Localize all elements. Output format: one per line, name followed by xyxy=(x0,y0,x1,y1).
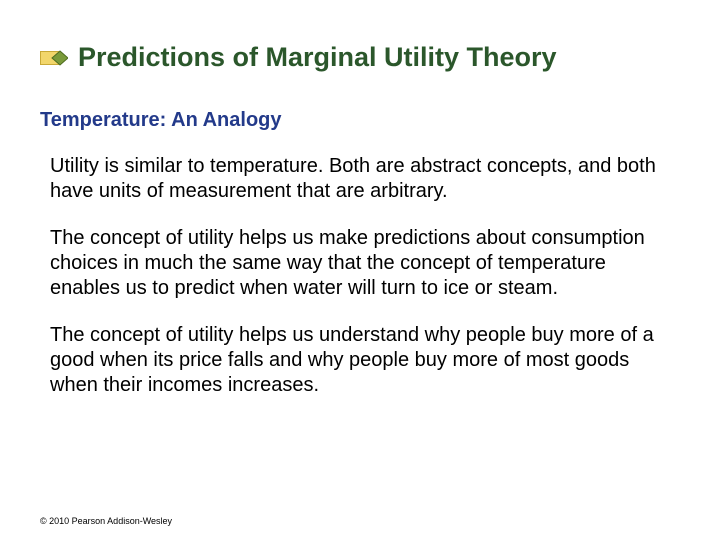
title-row: Predictions of Marginal Utility Theory xyxy=(40,42,680,73)
paragraph-2: The concept of utility helps us make pre… xyxy=(50,226,680,301)
section-subhead: Temperature: An Analogy xyxy=(40,109,680,132)
bullet-icon xyxy=(40,49,68,67)
page-title: Predictions of Marginal Utility Theory xyxy=(78,42,557,73)
paragraph-1: Utility is similar to temperature. Both … xyxy=(50,154,680,204)
copyright-text: © 2010 Pearson Addison-Wesley xyxy=(40,516,172,526)
slide-container: Predictions of Marginal Utility Theory T… xyxy=(0,0,720,540)
paragraph-3: The concept of utility helps us understa… xyxy=(50,323,680,398)
